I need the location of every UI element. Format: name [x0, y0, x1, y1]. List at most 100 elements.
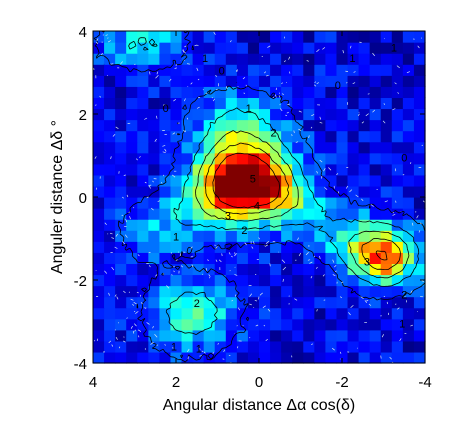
heatmap-cell — [93, 219, 105, 231]
heatmap-cell — [325, 152, 338, 165]
heatmap-cell — [225, 340, 238, 353]
heatmap-cell — [93, 329, 105, 342]
heatmap-cell — [336, 263, 349, 276]
heatmap-cell — [347, 42, 360, 54]
heatmap-cell — [402, 274, 415, 287]
heatmap-cell — [413, 263, 426, 276]
heatmap-cell — [192, 152, 205, 165]
heatmap-cell — [259, 219, 271, 231]
heatmap-cell — [137, 340, 149, 353]
contour-label: 1 — [202, 53, 208, 65]
heatmap-cell — [369, 307, 382, 320]
heatmap-cell — [247, 274, 260, 287]
heatmap-cell — [137, 152, 149, 165]
heatmap-cell — [93, 351, 105, 364]
heatmap-cell — [192, 252, 205, 264]
heatmap-cell — [391, 141, 404, 154]
heatmap-cell — [236, 119, 249, 132]
heatmap-cell — [126, 31, 138, 43]
heatmap-cell — [137, 86, 149, 98]
heatmap-cell — [236, 31, 249, 43]
heatmap-cell — [413, 108, 426, 121]
heatmap-cell — [336, 108, 349, 121]
heatmap-cell — [247, 31, 260, 43]
heatmap-cell — [159, 141, 172, 154]
heatmap-cell — [347, 318, 360, 331]
heatmap-cell — [402, 130, 415, 143]
heatmap-cell — [192, 64, 205, 76]
heatmap-cell — [203, 42, 216, 54]
heatmap-cell — [369, 252, 382, 264]
heatmap-cell — [236, 185, 249, 198]
heatmap-cell — [170, 42, 183, 54]
y-tick-label: 0 — [79, 190, 87, 207]
heatmap-cell — [236, 163, 249, 176]
heatmap-cell — [402, 230, 415, 242]
heatmap-cell — [314, 130, 326, 143]
heatmap-cell — [192, 86, 205, 98]
contour-level-4 — [204, 142, 401, 270]
heatmap-cell — [236, 230, 249, 242]
heatmap-cell — [281, 274, 293, 287]
heatmap-cell — [270, 219, 282, 231]
heatmap-cell — [115, 119, 127, 132]
heatmap-cell — [115, 296, 127, 309]
heatmap-cell — [413, 197, 426, 209]
heatmap-cell — [380, 119, 393, 132]
heatmap-cell — [303, 42, 315, 54]
heatmap-cell — [303, 119, 315, 132]
heatmap-cell — [192, 141, 205, 154]
heatmap-cell — [402, 340, 415, 353]
heatmap-cell — [214, 97, 227, 110]
heatmap-cell — [181, 75, 194, 87]
heatmap-cell — [247, 329, 260, 342]
heatmap-cell — [391, 230, 404, 242]
heatmap-cell — [225, 64, 238, 76]
x-tick-label: 2 — [172, 374, 180, 391]
heatmap-cell — [391, 152, 404, 165]
heatmap-cell — [380, 174, 393, 187]
heatmap-cell — [380, 241, 393, 253]
heatmap-cell — [225, 130, 238, 143]
heatmap-cell — [203, 141, 216, 154]
heatmap-cell — [281, 263, 293, 276]
heatmap-cell — [225, 197, 238, 209]
heatmap-cell — [303, 296, 315, 309]
heatmap-cell — [148, 351, 160, 364]
heatmap-cell — [247, 185, 260, 198]
heatmap-cell — [314, 351, 326, 364]
heatmap-cell — [281, 130, 293, 143]
heatmap-cell — [247, 97, 260, 110]
heatmap-cell — [104, 185, 116, 198]
heatmap-cell — [314, 75, 326, 87]
heatmap-cell — [159, 263, 172, 276]
heatmap-cell — [325, 307, 338, 320]
heatmap-cell — [292, 108, 304, 121]
heatmap-cell — [281, 163, 293, 176]
heatmap-cell — [402, 285, 415, 298]
heatmap-cell — [115, 163, 127, 176]
heatmap-cell — [358, 53, 371, 65]
heatmap-cell — [369, 230, 382, 242]
heatmap-cell — [247, 197, 260, 209]
heatmap-cell — [181, 174, 194, 187]
heatmap-cell — [93, 97, 105, 110]
heatmap-cell — [148, 219, 160, 231]
heatmap-cell — [214, 329, 227, 342]
heatmap-cell — [369, 163, 382, 176]
heatmap-cell — [225, 86, 238, 98]
heatmap-cell — [159, 241, 172, 253]
heatmap-cell — [369, 42, 382, 54]
heatmap-cell — [214, 130, 227, 143]
heatmap-cell — [115, 31, 127, 43]
heatmap-cell — [281, 197, 293, 209]
heatmap-cell — [259, 64, 271, 76]
heatmap-cell — [137, 97, 149, 110]
heatmap-cell — [148, 252, 160, 264]
heatmap-cell — [259, 252, 271, 264]
contour-label: 2 — [194, 298, 200, 310]
heatmap-cell — [104, 53, 116, 65]
heatmap-cell — [336, 185, 349, 198]
heatmap-cell — [203, 75, 216, 87]
